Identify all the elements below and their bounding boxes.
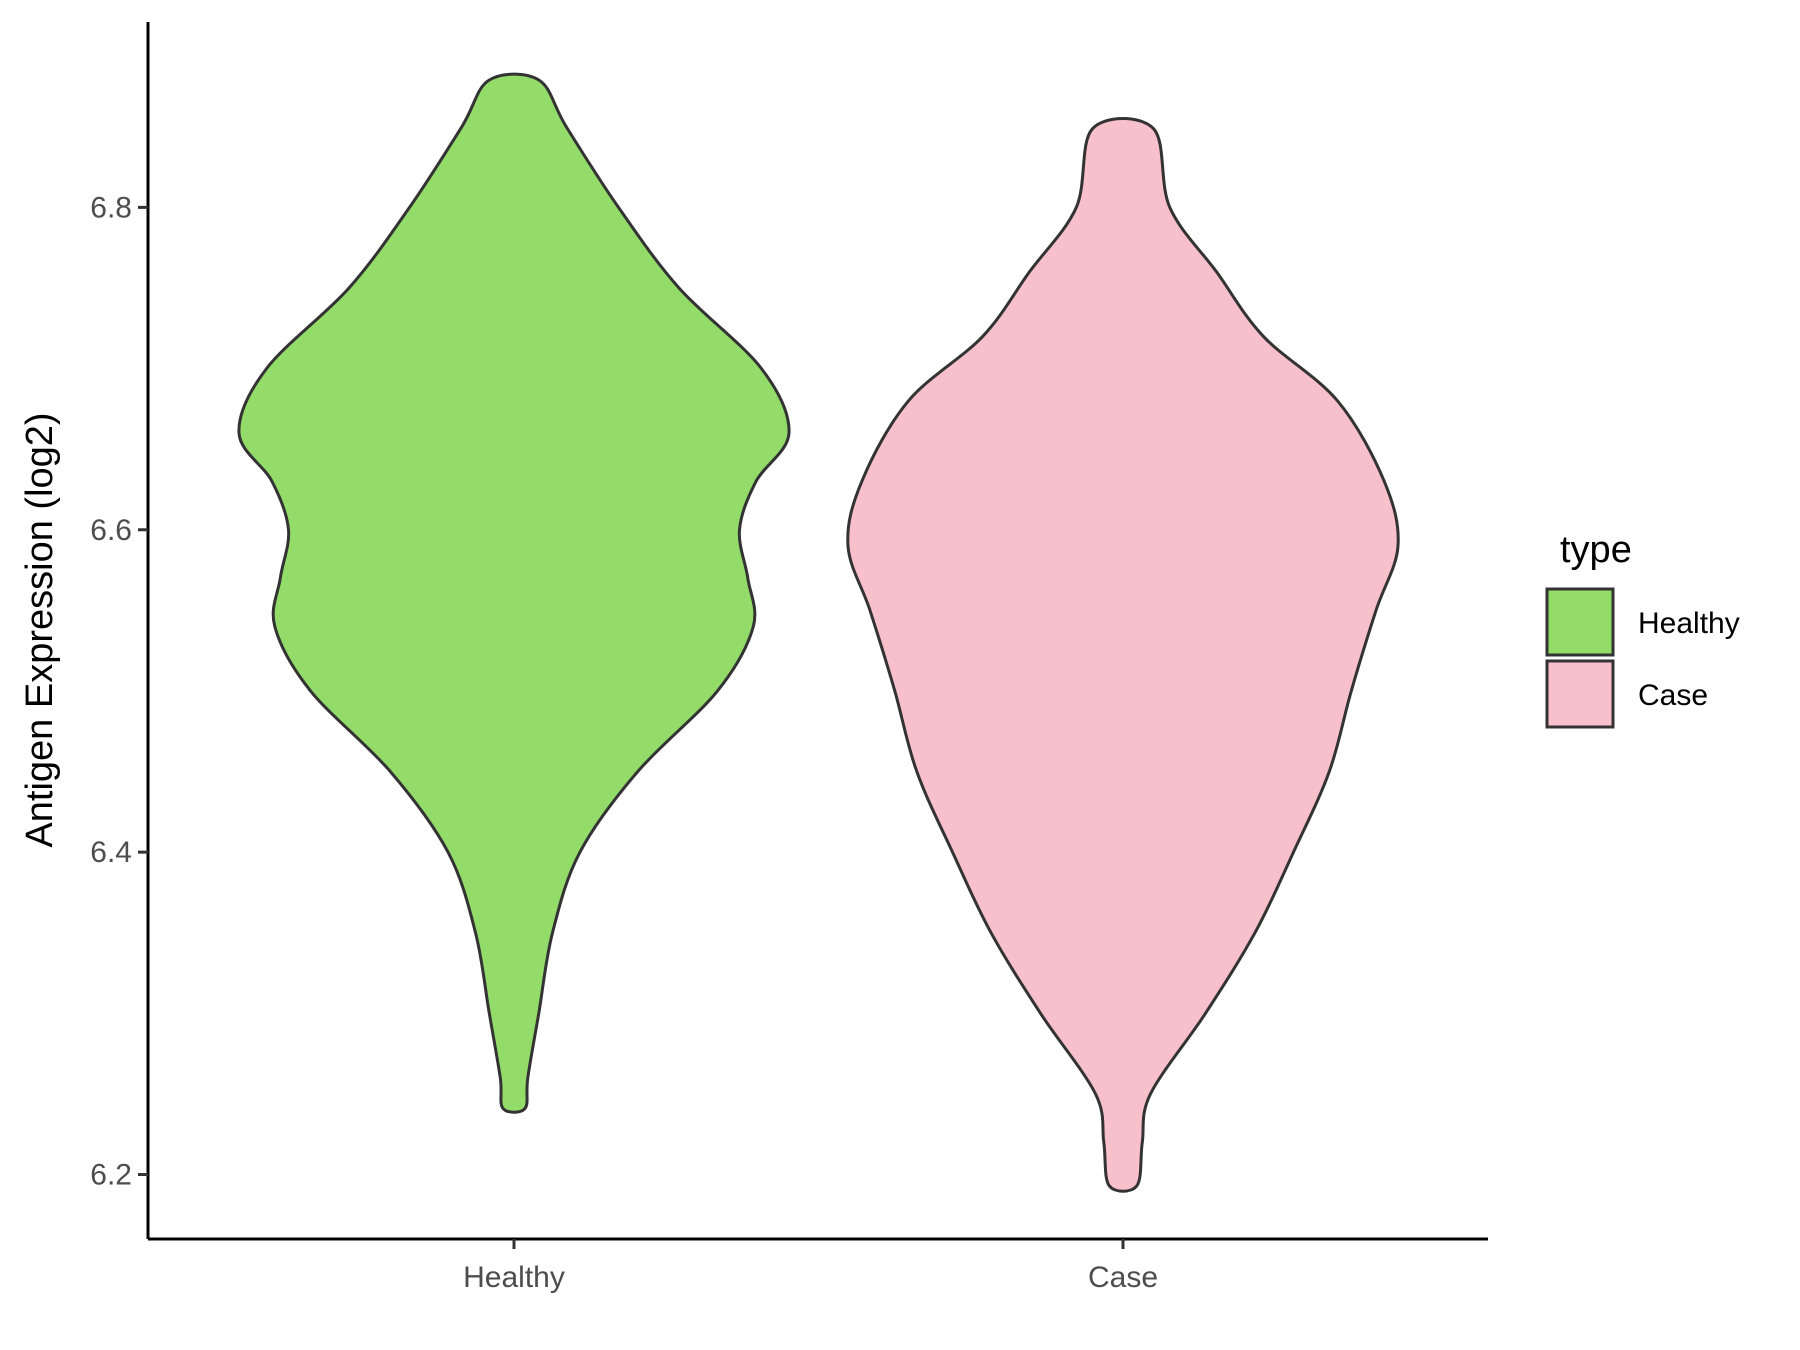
- y-tick-label: 6.8: [90, 191, 132, 224]
- axes-layer: [146, 22, 1488, 1241]
- x-tick-label: Healthy: [463, 1261, 565, 1294]
- legend-key-case: [1545, 659, 1615, 729]
- y-ticks: 6.2 6.4 6.6 6.8: [90, 191, 148, 1192]
- legend: type Healthy Case: [1545, 529, 1740, 729]
- violin-case: [846, 117, 1400, 1193]
- violins-layer: [237, 72, 1400, 1193]
- legend-label-case: Case: [1638, 679, 1708, 712]
- legend-key-healthy: [1545, 587, 1615, 657]
- y-tick-label: 6.4: [90, 836, 132, 869]
- y-tick-label: 6.2: [90, 1159, 132, 1192]
- legend-title: type: [1560, 529, 1632, 571]
- violin-healthy: [237, 72, 791, 1114]
- x-tick-label: Case: [1088, 1261, 1158, 1294]
- legend-entries: Healthy Case: [1545, 587, 1740, 729]
- legend-label-healthy: Healthy: [1638, 607, 1740, 640]
- y-tick-label: 6.6: [90, 514, 132, 547]
- y-axis-title: Antigen Expression (log2): [19, 412, 61, 847]
- x-ticks: Healthy Case: [463, 1239, 1158, 1294]
